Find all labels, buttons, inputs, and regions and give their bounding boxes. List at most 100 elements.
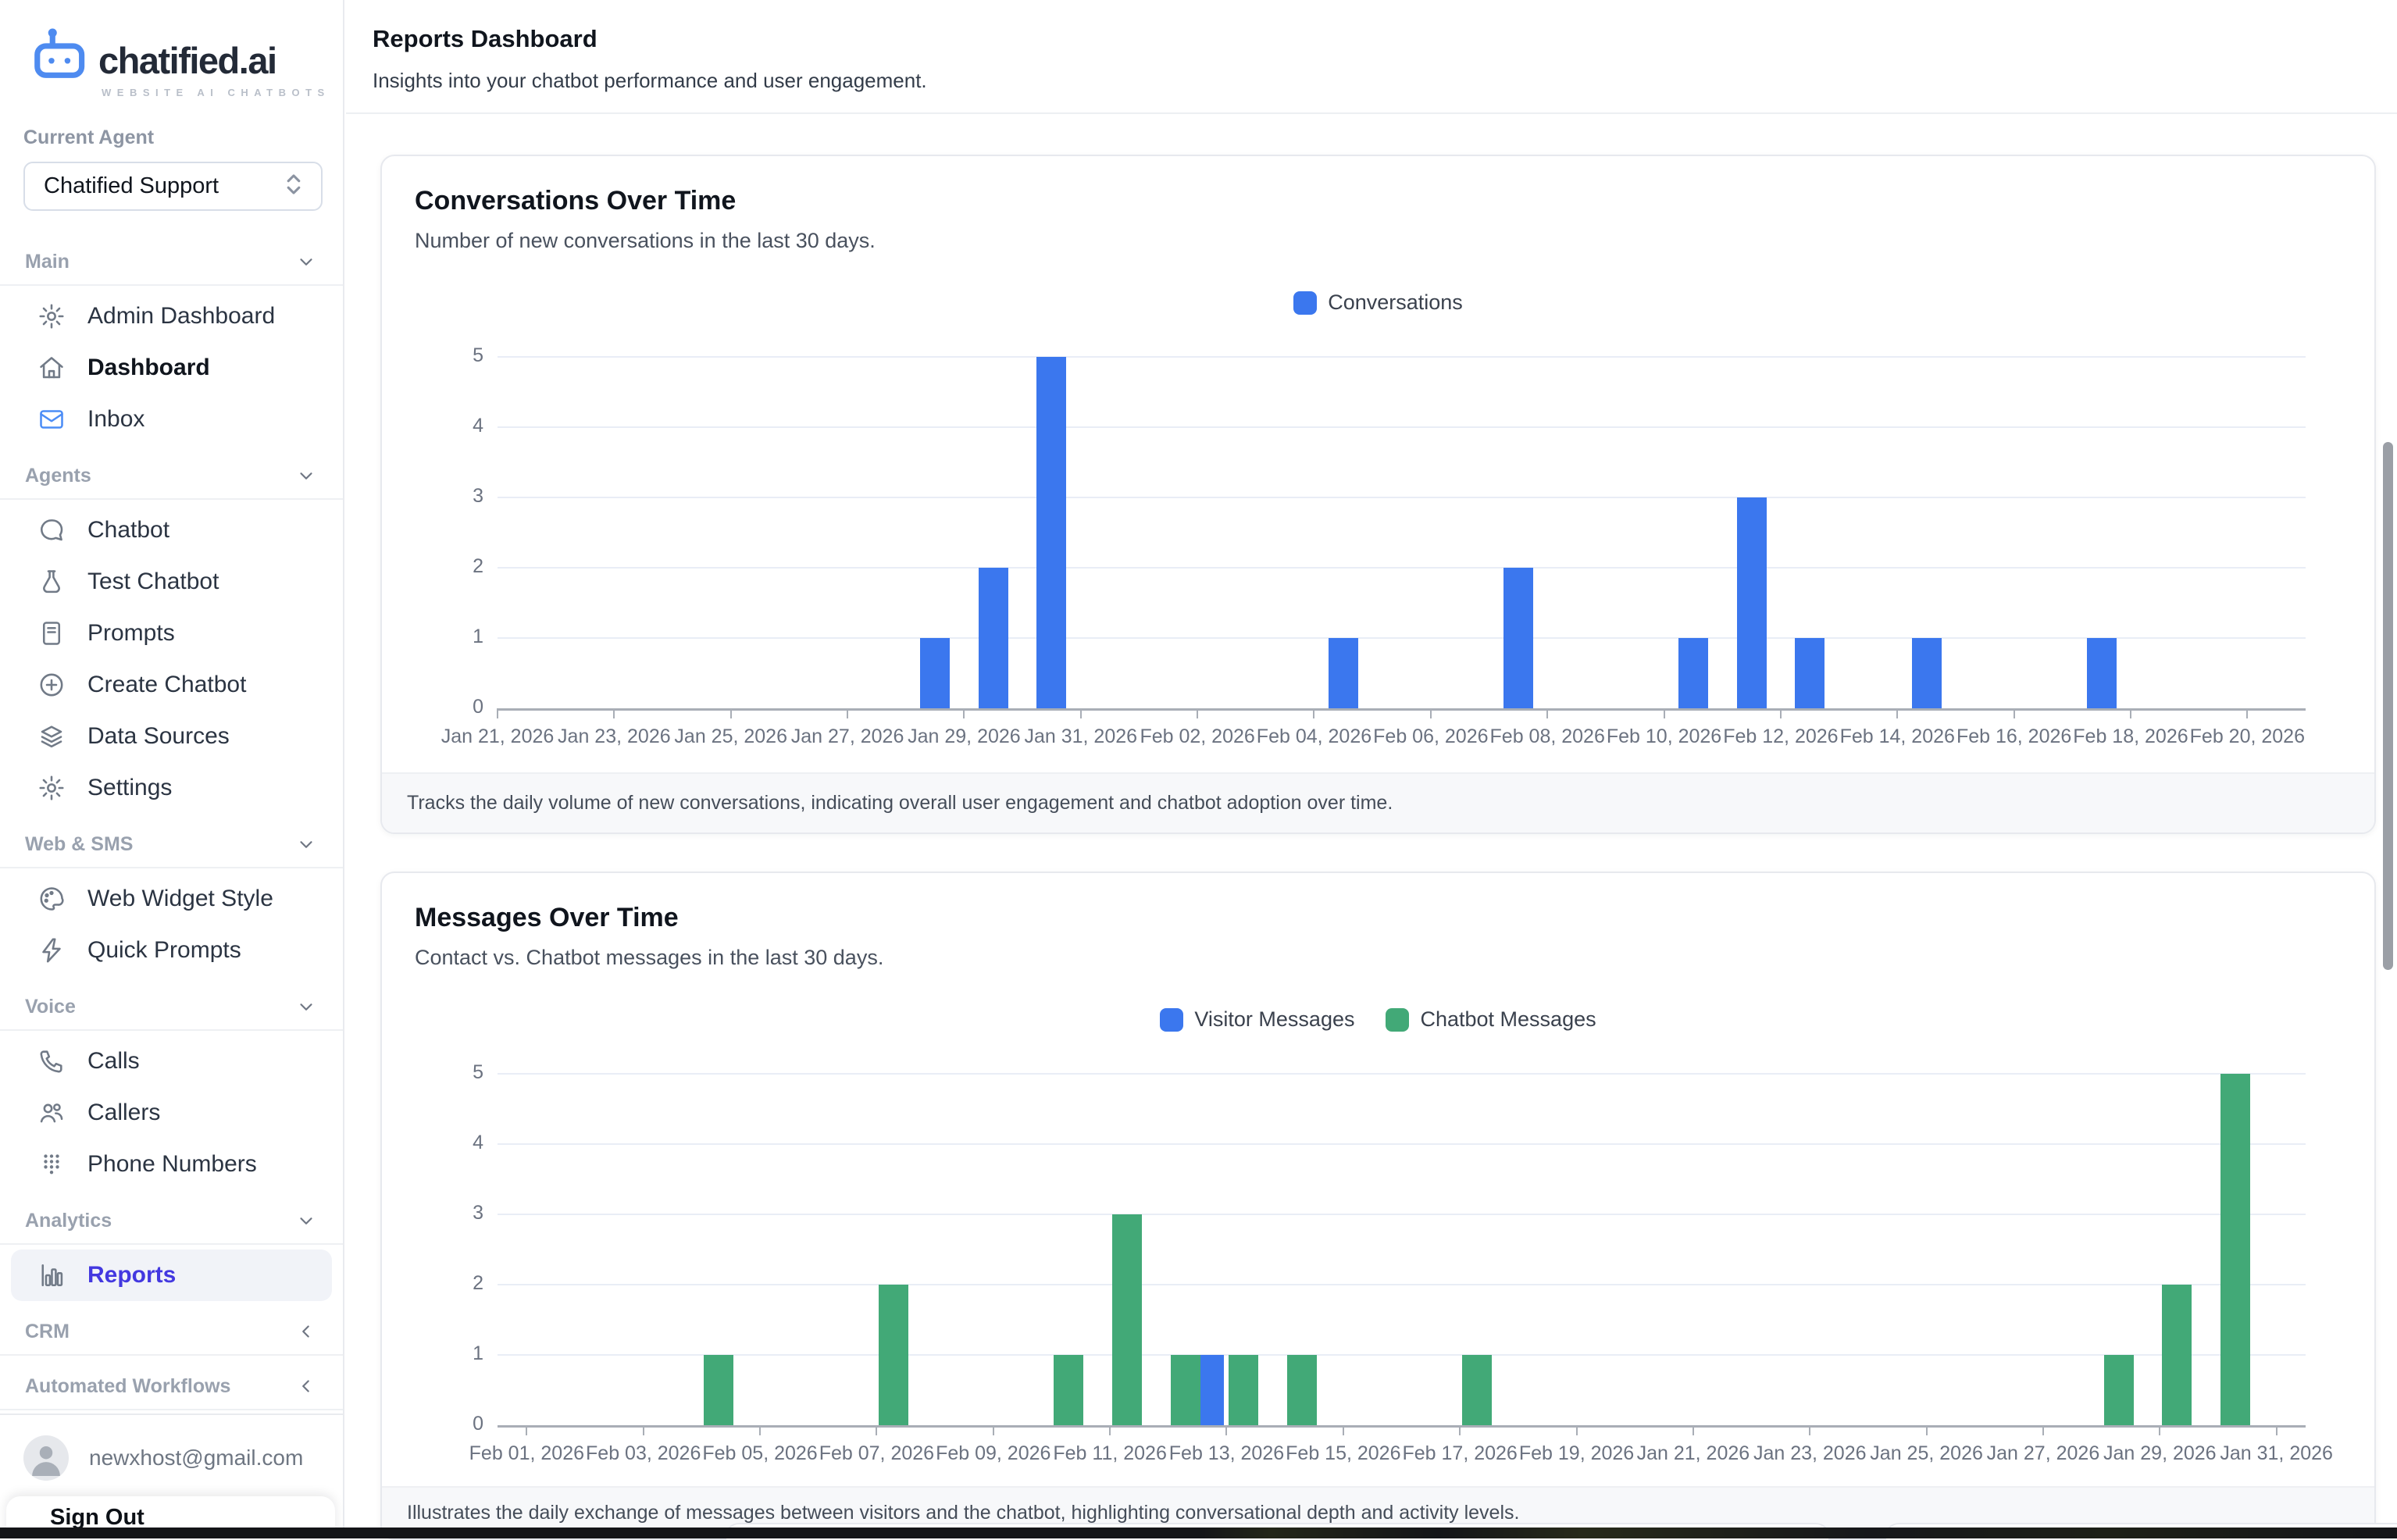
section-header-agents[interactable]: Agents (0, 455, 343, 497)
x-axis-label: Feb 06, 2026 (1373, 725, 1488, 748)
app-logo[interactable]: chatified.ai WEBSITE AI CHATBOTS (0, 0, 343, 98)
sidebar-item-create-chatbot[interactable]: Create Chatbot (11, 659, 332, 711)
chevron-down-icon (296, 1210, 316, 1231)
agent-select-value: Chatified Support (44, 173, 219, 199)
gridline (498, 637, 2306, 639)
bar-chatbot-messages-feb-07-2026[interactable] (879, 1285, 908, 1425)
gridline (498, 567, 2306, 569)
sidebar-item-label: Admin Dashboard (87, 303, 275, 330)
bar-conversations-feb-17-2026[interactable] (2087, 638, 2117, 708)
bar-conversations-feb-10-2026[interactable] (1678, 638, 1708, 708)
x-axis-tick (1780, 708, 1782, 718)
sidebar-item-label: Quick Prompts (87, 937, 241, 964)
section-header-main[interactable]: Main (0, 241, 343, 283)
x-axis-tick (1430, 708, 1432, 718)
x-axis-tick (1109, 1425, 1111, 1435)
x-axis-label: Feb 15, 2026 (1286, 1442, 1400, 1465)
chart-card-messages-over-time: Messages Over Time Contact vs. Chatbot m… (380, 872, 2376, 1540)
sidebar-item-prompts[interactable]: Prompts (11, 608, 332, 659)
bar-conversations-feb-14-2026[interactable] (1912, 638, 1942, 708)
bar-conversations-feb-12-2026[interactable] (1795, 638, 1825, 708)
x-axis-label: Jan 31, 2026 (1024, 725, 1137, 748)
x-axis-tick (1693, 1425, 1694, 1435)
y-axis-label: 2 (437, 555, 483, 578)
x-axis-label: Feb 13, 2026 (1169, 1442, 1284, 1465)
x-axis-tick (1080, 708, 1082, 718)
section-header-web-and-sms[interactable]: Web & SMS (0, 823, 343, 865)
bar-conversations-jan-29-2026[interactable] (979, 568, 1008, 708)
sidebar-item-data-sources[interactable]: Data Sources (11, 711, 332, 762)
legend-entry-visitor-messages[interactable]: Visitor Messages (1160, 1007, 1354, 1032)
divider (0, 1243, 343, 1245)
bar-chatbot-messages-feb-12-2026[interactable] (1171, 1355, 1200, 1425)
bar-chatbot-messages-feb-13-2026[interactable] (1229, 1355, 1258, 1425)
sidebar-item-settings[interactable]: Settings (11, 762, 332, 814)
bar-chatbot-messages-feb-17-2026[interactable] (1462, 1355, 1492, 1425)
x-axis-label: Feb 01, 2026 (469, 1442, 584, 1465)
x-axis-label: Jan 23, 2026 (1753, 1442, 1867, 1465)
x-axis-label: Feb 10, 2026 (1607, 725, 1721, 748)
chevron-down-icon (296, 996, 316, 1017)
gear-icon (37, 302, 66, 330)
sidebar-item-callers[interactable]: Callers (11, 1087, 332, 1139)
x-axis-tick (2246, 708, 2248, 718)
bar-conversations-feb-04-2026[interactable] (1329, 638, 1358, 708)
x-axis-tick (1664, 708, 1665, 718)
sidebar-item-dashboard[interactable]: Dashboard (11, 342, 332, 394)
x-axis-label: Jan 21, 2026 (441, 725, 555, 748)
x-axis-tick (1926, 1425, 1928, 1435)
sidebar-item-web-widget-style[interactable]: Web Widget Style (11, 873, 332, 925)
bar-chatbot-messages-feb-11-2026[interactable] (1112, 1214, 1142, 1425)
section-header-voice[interactable]: Voice (0, 986, 343, 1028)
x-axis-label: Feb 16, 2026 (1956, 725, 2071, 748)
sidebar-item-chatbot[interactable]: Chatbot (11, 504, 332, 556)
x-axis-tick (2130, 708, 2131, 718)
legend-entry-chatbot-messages[interactable]: Chatbot Messages (1386, 1007, 1596, 1032)
bar-chatbot-messages-jan-29-2026[interactable] (2162, 1285, 2192, 1425)
chevron-down-icon (296, 465, 316, 486)
sidebar-item-quick-prompts[interactable]: Quick Prompts (11, 925, 332, 976)
x-axis-label: Jan 27, 2026 (1987, 1442, 2100, 1465)
sidebar-item-reports[interactable]: Reports (11, 1249, 332, 1301)
reports-content: Conversations Over Time Number of new co… (346, 114, 2397, 1540)
x-axis-tick (497, 708, 498, 718)
x-axis-tick (1459, 1425, 1461, 1435)
bar-chatbot-messages-jan-30-2026[interactable] (2220, 1074, 2250, 1425)
x-axis-label: Jan 31, 2026 (2220, 1442, 2333, 1465)
section-header-analytics[interactable]: Analytics (0, 1200, 343, 1242)
x-axis-label: Feb 17, 2026 (1403, 1442, 1518, 1465)
bar-chatbot-messages-feb-14-2026[interactable] (1287, 1355, 1317, 1425)
x-axis-tick (1313, 708, 1314, 718)
gear-icon (37, 774, 66, 802)
sidebar-item-admin-dashboard[interactable]: Admin Dashboard (11, 291, 332, 342)
bar-chatbot-messages-feb-10-2026[interactable] (1054, 1355, 1083, 1425)
x-axis-tick (2276, 1425, 2278, 1435)
bar-conversations-feb-11-2026[interactable] (1737, 497, 1767, 708)
x-axis-label: Feb 02, 2026 (1140, 725, 1254, 748)
x-axis-tick (847, 708, 848, 718)
y-axis-label: 4 (437, 415, 483, 437)
legend-swatch (1160, 1008, 1183, 1032)
x-axis-label: Jan 21, 2026 (1637, 1442, 1750, 1465)
bar-conversations-jan-30-2026[interactable] (1036, 357, 1066, 708)
x-axis-label: Feb 12, 2026 (1723, 725, 1838, 748)
x-axis-label: Feb 09, 2026 (936, 1442, 1050, 1465)
sidebar-item-calls[interactable]: Calls (11, 1036, 332, 1087)
sidebar-item-phone-numbers[interactable]: Phone Numbers (11, 1139, 332, 1190)
y-axis-label: 0 (437, 1413, 483, 1435)
agent-select[interactable]: Chatified Support (23, 162, 323, 211)
section-header-crm[interactable]: CRM (0, 1310, 343, 1353)
chart-legend: Visitor Messages Chatbot Messages (382, 1007, 2374, 1032)
sidebar-item-inbox[interactable]: Inbox (11, 394, 332, 445)
legend-entry-conversations[interactable]: Conversations (1293, 291, 1463, 315)
bar-conversations-jan-28-2026[interactable] (920, 638, 950, 708)
sidebar-item-label: Create Chatbot (87, 672, 246, 698)
section-header-automated-workflows[interactable]: Automated Workflows (0, 1365, 343, 1407)
vertical-scrollbar[interactable] (2383, 442, 2393, 970)
bar-chatbot-messages-feb-04-2026[interactable] (704, 1355, 733, 1425)
chart-subtitle: Contact vs. Chatbot messages in the last… (382, 933, 2374, 970)
x-axis-tick (526, 1425, 527, 1435)
bar-chatbot-messages-jan-28-2026[interactable] (2104, 1355, 2134, 1425)
bar-conversations-feb-07-2026[interactable] (1503, 568, 1533, 708)
sidebar-item-test-chatbot[interactable]: Test Chatbot (11, 556, 332, 608)
